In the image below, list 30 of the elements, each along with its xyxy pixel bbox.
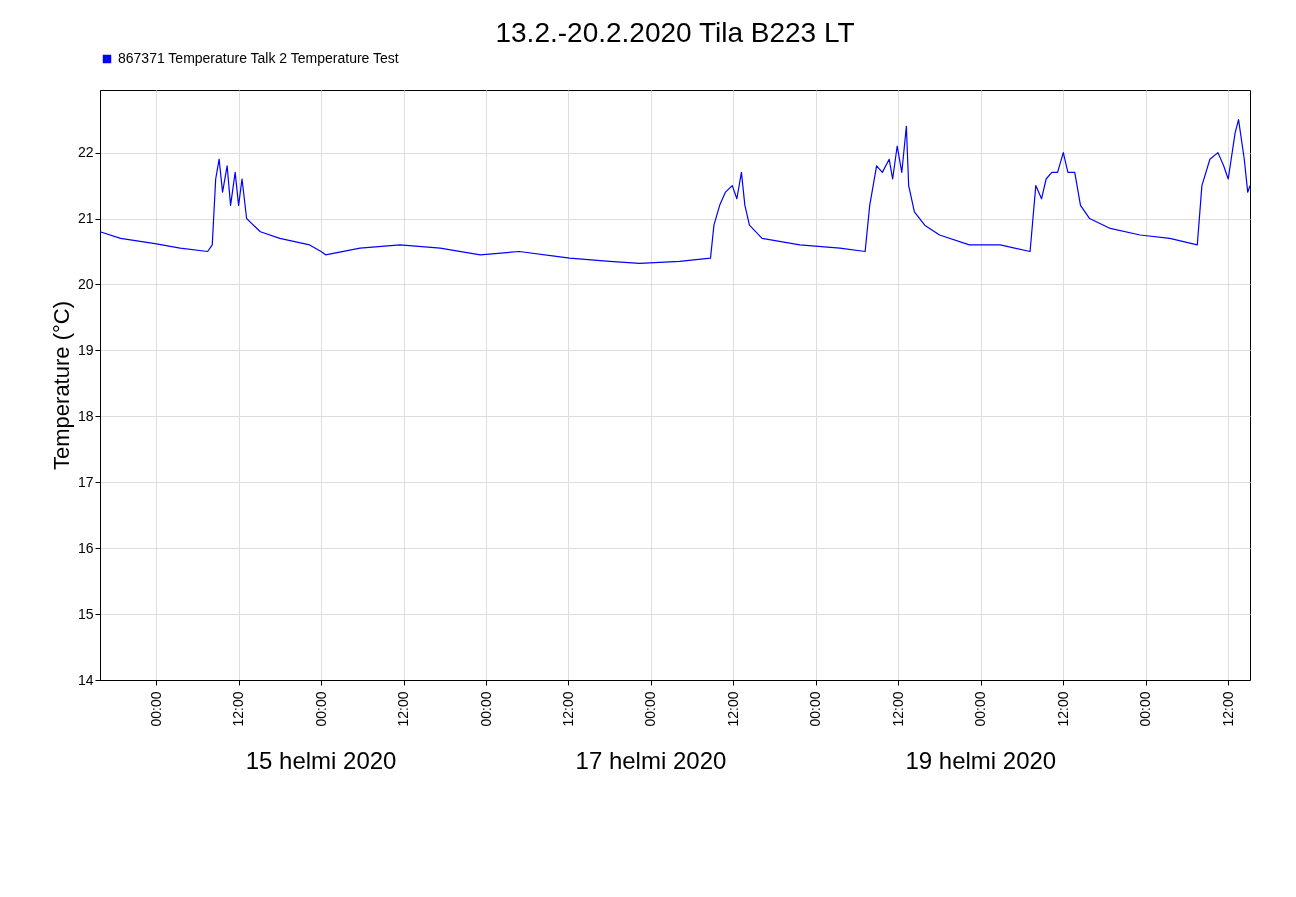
x-tick-label: 00:00 bbox=[807, 691, 824, 727]
x-tick-label: 12:00 bbox=[1054, 691, 1071, 727]
text: 15 helmi 2020 bbox=[245, 747, 397, 774]
chart-title: 13.2.-20.2.2020 Tila B223 LT bbox=[495, 17, 855, 48]
x-tick-label: 12:00 bbox=[889, 691, 906, 727]
y-tick-label: 14 bbox=[77, 671, 94, 688]
x-tick-label: 00:00 bbox=[477, 691, 494, 727]
x-tick-label: 12:00 bbox=[559, 691, 576, 727]
x-tick-label: 12:00 bbox=[230, 691, 247, 727]
x-tick-label: 12:00 bbox=[724, 691, 741, 727]
y-tick-label: 17 bbox=[77, 473, 94, 490]
y-tick-label: 15 bbox=[77, 605, 94, 622]
text: 17 helmi 2020 bbox=[575, 747, 727, 774]
y-tick-label: 21 bbox=[77, 210, 94, 227]
y-axis-title: Temperature (°C) bbox=[48, 301, 74, 470]
x-tick-label: 00:00 bbox=[642, 691, 659, 727]
y-tick-label: 16 bbox=[77, 539, 94, 556]
x-tick-label: 00:00 bbox=[312, 691, 329, 727]
y-tick-label: 20 bbox=[77, 275, 94, 292]
legend-label: 867371 Temperature Talk 2 Temperature Test bbox=[118, 50, 399, 66]
x-tick-label: 12:00 bbox=[1219, 691, 1236, 727]
x-tick-label: 00:00 bbox=[972, 691, 989, 727]
x-tick-label: 00:00 bbox=[1137, 691, 1154, 727]
x-tick-label: 12:00 bbox=[395, 691, 412, 727]
y-tick-label: 19 bbox=[77, 341, 94, 358]
y-tick-label: 18 bbox=[77, 407, 94, 424]
line-series bbox=[99, 119, 1251, 264]
y-tick-label: 22 bbox=[77, 144, 94, 161]
text: 19 helmi 2020 bbox=[905, 747, 1057, 774]
x-tick-label: 00:00 bbox=[147, 691, 164, 727]
